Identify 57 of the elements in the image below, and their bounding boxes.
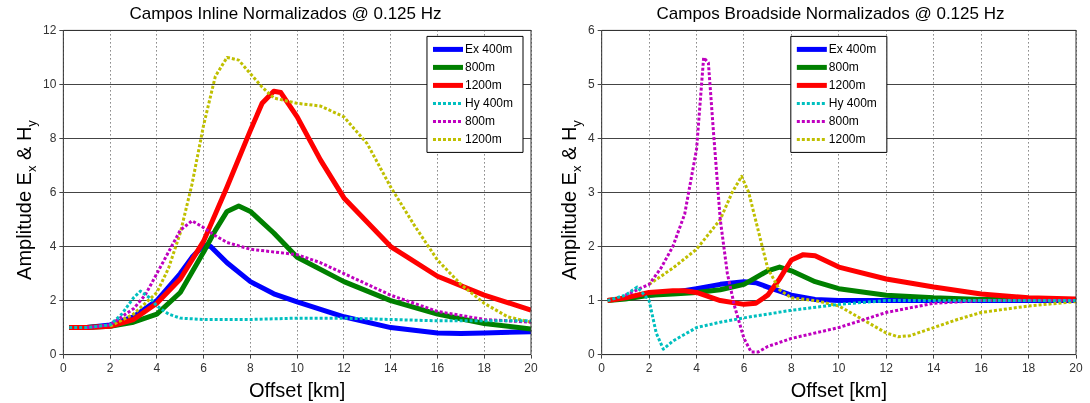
line-series <box>85 219 531 330</box>
x-tick-label: 0 <box>60 361 67 376</box>
legend-label: 1200m <box>828 77 866 92</box>
x-tick-label: 14 <box>384 361 398 376</box>
y-tick-label: 8 <box>49 130 57 145</box>
y-tick-label: 6 <box>49 184 57 199</box>
x-tick-label: 12 <box>337 361 351 376</box>
x-tick-label: 8 <box>247 361 255 376</box>
x-tick-label: 12 <box>879 361 894 376</box>
x-tick-label: 6 <box>200 361 208 376</box>
x-tick-label: 10 <box>832 361 846 376</box>
y-tick-label: 1 <box>587 292 595 307</box>
legend-label: Hy 400m <box>464 95 514 110</box>
x-tick-label: 2 <box>645 361 653 376</box>
legend-label: Hy 400m <box>828 95 877 110</box>
line-series <box>647 174 1076 339</box>
legend-label: 800m <box>828 113 859 128</box>
x-tick-label: 4 <box>153 361 161 376</box>
chart-title: Campos Broadside Normalizados @ 0.125 Hz <box>656 3 1005 23</box>
legend-label: 1200m <box>828 131 866 146</box>
y-tick-label: 2 <box>587 238 595 253</box>
x-tick-label: 14 <box>927 361 941 376</box>
legend-label: 800m <box>464 113 496 128</box>
y-tick-label: 4 <box>587 130 595 145</box>
x-tick-label: 16 <box>430 361 445 376</box>
y-tick-label: 6 <box>587 22 595 37</box>
legend-label: 800m <box>464 59 496 74</box>
x-tick-label: 18 <box>477 361 492 376</box>
y-tick-label: 5 <box>587 76 595 91</box>
x-tick-label: 6 <box>740 361 748 376</box>
x-tick-label: 18 <box>1021 361 1036 376</box>
x-tick-label: 4 <box>693 361 701 376</box>
x-axis-title: Offset [km] <box>249 378 346 401</box>
y-tick-label: 3 <box>587 184 595 199</box>
line-series <box>67 289 531 330</box>
x-tick-label: 0 <box>598 361 606 376</box>
y-tick-label: 10 <box>42 76 57 91</box>
x-tick-label: 16 <box>974 361 989 376</box>
x-tick-label: 8 <box>788 361 796 376</box>
line-series <box>108 55 531 328</box>
chart-title: Campos Inline Normalizados @ 0.125 Hz <box>129 3 442 23</box>
y-tick-label: 4 <box>49 238 57 253</box>
legend-label: 800m <box>828 59 859 74</box>
x-axis-title: Offset [km] <box>790 378 887 401</box>
x-tick-label: 10 <box>290 361 305 376</box>
y-tick-label: 0 <box>587 346 595 361</box>
y-tick-label: 2 <box>49 292 57 307</box>
legend-label: 1200m <box>464 77 502 92</box>
legend-label: Ex 400m <box>464 41 513 56</box>
x-tick-label: 20 <box>1069 361 1083 376</box>
legend-label: Ex 400m <box>828 41 877 56</box>
x-tick-label: 2 <box>106 361 114 376</box>
x-tick-label: 20 <box>524 361 538 376</box>
legend-label: 1200m <box>464 131 502 146</box>
y-tick-label: 12 <box>42 22 57 37</box>
line-series <box>606 285 1076 351</box>
y-tick-label: 0 <box>49 346 57 361</box>
